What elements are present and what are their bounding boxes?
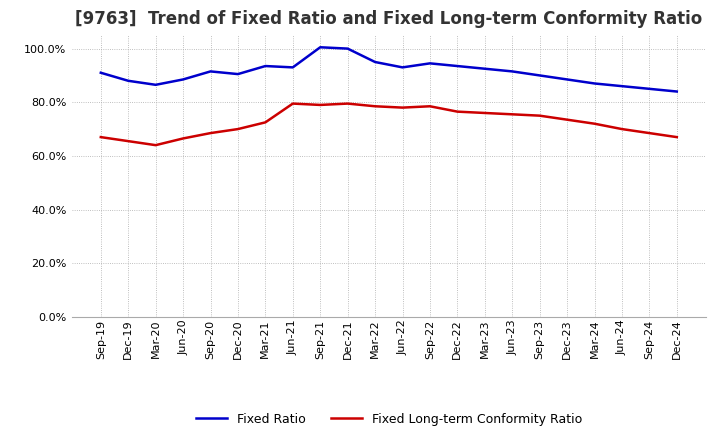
Fixed Long-term Conformity Ratio bbox=[151, 143, 160, 148]
Line: Fixed Ratio: Fixed Ratio bbox=[101, 47, 677, 92]
Fixed Ratio bbox=[124, 78, 132, 84]
Fixed Long-term Conformity Ratio bbox=[453, 109, 462, 114]
Fixed Long-term Conformity Ratio bbox=[426, 104, 434, 109]
Fixed Ratio bbox=[426, 61, 434, 66]
Fixed Long-term Conformity Ratio bbox=[398, 105, 407, 110]
Fixed Ratio bbox=[563, 77, 572, 82]
Fixed Long-term Conformity Ratio bbox=[563, 117, 572, 122]
Legend: Fixed Ratio, Fixed Long-term Conformity Ratio: Fixed Ratio, Fixed Long-term Conformity … bbox=[191, 407, 587, 430]
Title: [9763]  Trend of Fixed Ratio and Fixed Long-term Conformity Ratio: [9763] Trend of Fixed Ratio and Fixed Lo… bbox=[75, 10, 703, 28]
Fixed Long-term Conformity Ratio bbox=[233, 126, 242, 132]
Fixed Ratio bbox=[590, 81, 599, 86]
Fixed Long-term Conformity Ratio bbox=[645, 130, 654, 136]
Fixed Long-term Conformity Ratio bbox=[672, 135, 681, 140]
Fixed Ratio bbox=[233, 71, 242, 77]
Fixed Ratio bbox=[618, 84, 626, 89]
Fixed Long-term Conformity Ratio bbox=[179, 136, 187, 141]
Fixed Ratio bbox=[508, 69, 516, 74]
Line: Fixed Long-term Conformity Ratio: Fixed Long-term Conformity Ratio bbox=[101, 103, 677, 145]
Fixed Ratio bbox=[179, 77, 187, 82]
Fixed Ratio bbox=[645, 86, 654, 92]
Fixed Long-term Conformity Ratio bbox=[261, 120, 270, 125]
Fixed Ratio bbox=[398, 65, 407, 70]
Fixed Ratio bbox=[371, 59, 379, 65]
Fixed Ratio bbox=[261, 63, 270, 69]
Fixed Ratio bbox=[343, 46, 352, 51]
Fixed Ratio bbox=[672, 89, 681, 94]
Fixed Long-term Conformity Ratio bbox=[480, 110, 489, 116]
Fixed Ratio bbox=[453, 63, 462, 69]
Fixed Ratio bbox=[316, 44, 325, 50]
Fixed Long-term Conformity Ratio bbox=[289, 101, 297, 106]
Fixed Ratio bbox=[206, 69, 215, 74]
Fixed Ratio bbox=[289, 65, 297, 70]
Fixed Long-term Conformity Ratio bbox=[343, 101, 352, 106]
Fixed Long-term Conformity Ratio bbox=[590, 121, 599, 126]
Fixed Ratio bbox=[480, 66, 489, 71]
Fixed Ratio bbox=[536, 73, 544, 78]
Fixed Long-term Conformity Ratio bbox=[124, 139, 132, 144]
Fixed Long-term Conformity Ratio bbox=[618, 126, 626, 132]
Fixed Long-term Conformity Ratio bbox=[96, 135, 105, 140]
Fixed Long-term Conformity Ratio bbox=[508, 112, 516, 117]
Fixed Long-term Conformity Ratio bbox=[316, 102, 325, 107]
Fixed Long-term Conformity Ratio bbox=[536, 113, 544, 118]
Fixed Long-term Conformity Ratio bbox=[206, 130, 215, 136]
Fixed Ratio bbox=[151, 82, 160, 88]
Fixed Long-term Conformity Ratio bbox=[371, 104, 379, 109]
Fixed Ratio bbox=[96, 70, 105, 75]
